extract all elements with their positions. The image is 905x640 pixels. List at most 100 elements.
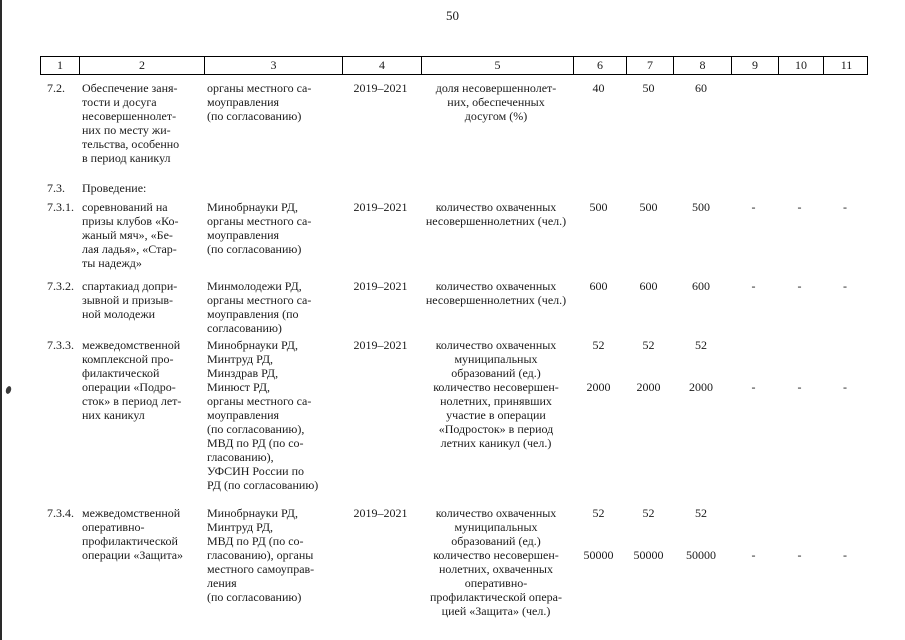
column-header-6: 6 <box>573 57 626 74</box>
indicators-group: количество охваченных муниципальных обра… <box>420 338 868 492</box>
indicators-group: количество охваченных несовершеннолетних… <box>420 279 868 335</box>
activity-text: межведомственной комплексной про- филакт… <box>82 338 182 422</box>
value-col10: - <box>797 279 802 293</box>
column-header-2: 2 <box>79 57 204 74</box>
value-col10: - <box>797 200 802 214</box>
indicator-name: доля несовершеннолет- них, обеспеченных … <box>435 81 557 123</box>
row-number: 7.3.2. <box>47 279 74 293</box>
indicator-name: количество охваченных муниципальных обра… <box>435 338 557 380</box>
row-number: 7.3.4. <box>47 506 74 520</box>
activity-text: межведомственной оперативно- профилактич… <box>82 506 184 562</box>
value-col8: 52 <box>695 506 707 520</box>
activity-text: Проведение: <box>82 181 147 195</box>
period-text: 2019–2021 <box>353 506 408 520</box>
row-number: 7.3. <box>47 181 65 195</box>
value-col9: - <box>751 548 756 562</box>
indicator-name: количество охваченных несовершеннолетних… <box>425 279 567 307</box>
value-col8: 600 <box>692 279 710 293</box>
period-text: 2019–2021 <box>353 279 408 293</box>
value-col11 <box>822 506 868 548</box>
value-col8: 52 <box>695 338 707 352</box>
indicator-name: количество охваченных несовершеннолетних… <box>425 200 567 228</box>
indicator-row: количество охваченных несовершеннолетних… <box>420 279 868 307</box>
value-col10: - <box>797 380 802 394</box>
activity-text: спартакиад допри- зывной и призыв- ной м… <box>82 279 178 321</box>
column-header-9: 9 <box>731 57 778 74</box>
value-col7: 50 <box>642 81 655 95</box>
value-col7: 2000 <box>636 380 661 394</box>
value-col11 <box>822 81 868 123</box>
value-col6: 600 <box>589 279 608 293</box>
column-header-10: 10 <box>778 57 823 74</box>
value-col9 <box>730 506 777 548</box>
indicator-name: количество несовершен- нолетних, принявш… <box>433 380 559 450</box>
indicator-row: доля несовершеннолет- них, обеспеченных … <box>420 81 868 123</box>
indicators-group <box>420 181 868 195</box>
table-row: 7.3.1. соревнований на призы клубов «Ко-… <box>40 200 868 270</box>
executors-text: органы местного са- моуправления (по сог… <box>207 81 312 123</box>
indicator-row: количество охваченных муниципальных обра… <box>420 338 868 380</box>
value-col9 <box>730 338 777 380</box>
indicator-row: количество несовершен- нолетних, охвачен… <box>420 548 868 618</box>
value-col10 <box>777 338 822 380</box>
executors-text: Минобрнауки РД, Минтруд РД, МВД по РД (п… <box>207 506 315 604</box>
indicator-row: количество охваченных несовершеннолетних… <box>420 200 868 228</box>
value-col6: 52 <box>592 338 605 352</box>
scan-artifact-mark <box>4 385 13 395</box>
indicators-group: количество охваченных несовершеннолетних… <box>420 200 868 270</box>
row-number: 7.3.1. <box>47 200 74 214</box>
value-col6: 500 <box>589 200 608 214</box>
indicator-row: количество несовершен- нолетних, принявш… <box>420 380 868 450</box>
period-text: 2019–2021 <box>353 81 408 95</box>
table-row: 7.3.4. межведомственной оперативно- проф… <box>40 506 868 618</box>
program-measures-table: 1 2 3 4 5 6 7 8 9 10 11 7.2. Обеспечение… <box>40 56 868 627</box>
value-col8: 2000 <box>689 380 713 394</box>
value-col10 <box>777 81 822 123</box>
value-col9: - <box>751 279 756 293</box>
executors-text: Минобрнауки РД, Минтруд РД, Минздрав РД,… <box>207 338 319 492</box>
value-col7: 500 <box>639 200 658 214</box>
value-col9: - <box>751 200 756 214</box>
column-header-7: 7 <box>626 57 673 74</box>
executors-text: Минмолодежи РД, органы местного са- моуп… <box>207 279 312 335</box>
value-col10: - <box>797 548 802 562</box>
value-col7: 52 <box>642 338 655 352</box>
column-header-11: 11 <box>823 57 869 74</box>
value-col11: - <box>843 200 847 214</box>
row-number: 7.3.3. <box>47 338 74 352</box>
activity-text: Обеспечение заня- тости и досуга несовер… <box>82 81 180 165</box>
column-header-8: 8 <box>673 57 731 74</box>
value-col9: - <box>751 380 756 394</box>
value-col11: - <box>843 380 847 394</box>
column-header-1: 1 <box>57 58 63 72</box>
activity-text: соревнований на призы клубов «Ко- жаный … <box>82 200 179 270</box>
value-col11: - <box>843 548 847 562</box>
value-col8: 500 <box>692 200 710 214</box>
executors-text: Минобрнауки РД, органы местного са- моуп… <box>207 200 312 256</box>
indicators-group: доля несовершеннолет- них, обеспеченных … <box>420 81 868 165</box>
table-row: 7.2. Обеспечение заня- тости и досуга не… <box>40 81 868 165</box>
value-col11: - <box>843 279 847 293</box>
indicator-name: количество несовершен- нолетних, охвачен… <box>430 548 562 618</box>
indicators-group: количество охваченных муниципальных обра… <box>420 506 868 618</box>
column-header-5: 5 <box>421 57 573 74</box>
table-header-row: 1 2 3 4 5 6 7 8 9 10 11 <box>40 56 868 75</box>
table-body: 7.2. Обеспечение заня- тости и досуга не… <box>40 75 868 618</box>
period-text <box>341 181 420 195</box>
value-col7: 600 <box>639 279 658 293</box>
value-col6: 40 <box>592 81 605 95</box>
row-number: 7.2. <box>47 81 65 95</box>
value-col6: 2000 <box>586 380 611 394</box>
value-col7: 50000 <box>633 548 664 562</box>
value-col8: 50000 <box>686 548 716 562</box>
period-text: 2019–2021 <box>353 200 408 214</box>
value-col10 <box>777 506 822 548</box>
table-row: 7.3.2. спартакиад допри- зывной и призыв… <box>40 279 868 335</box>
column-header-4: 4 <box>342 57 421 74</box>
value-col7: 52 <box>642 506 655 520</box>
indicator-row: количество охваченных муниципальных обра… <box>420 506 868 548</box>
value-col6: 50000 <box>583 548 614 562</box>
column-header-3: 3 <box>204 57 342 74</box>
scan-page-edge <box>0 0 2 640</box>
